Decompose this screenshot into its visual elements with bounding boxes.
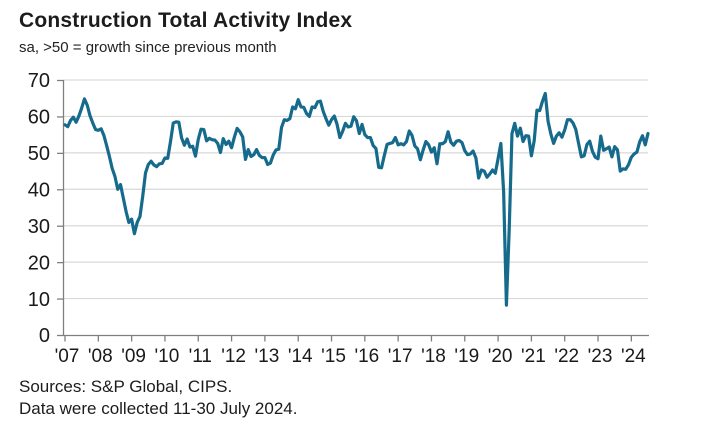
collection-note: Data were collected 11-30 July 2024. — [19, 399, 298, 418]
x-tick-label: '16 — [354, 346, 379, 367]
activity-line — [63, 91, 650, 307]
x-tick-label: '08 — [88, 346, 113, 367]
x-tick-label: '09 — [121, 346, 146, 367]
sources-text: Sources: S&P Global, CIPS. — [19, 377, 233, 396]
chart-subtitle: sa, >50 = growth since previous month — [19, 39, 277, 56]
x-tick-label: '24 — [621, 346, 646, 367]
x-tick-label: '07 — [55, 346, 80, 367]
chart-title: Construction Total Activity Index — [19, 9, 353, 32]
y-tick-label: 20 — [28, 252, 50, 274]
x-tick-label: '18 — [421, 346, 446, 367]
x-tick-label: '23 — [588, 346, 613, 367]
x-tick-label: '12 — [221, 346, 246, 367]
y-tick-label: 60 — [28, 107, 50, 129]
y-tick-label: 40 — [28, 179, 50, 201]
y-tick-label: 0 — [39, 325, 50, 347]
x-tick-label: '21 — [521, 346, 546, 367]
x-tick-label: '13 — [255, 346, 280, 367]
x-tick-label: '17 — [388, 346, 413, 367]
y-tick-label: 30 — [28, 216, 50, 238]
y-tick-label: 70 — [28, 70, 50, 92]
y-tick-label: 10 — [28, 289, 50, 311]
x-tick-label: '15 — [321, 346, 346, 367]
x-tick-label: '10 — [155, 346, 180, 367]
x-tick-label: '11 — [189, 346, 212, 367]
x-tick-label: '19 — [454, 346, 479, 367]
x-tick-label: '20 — [488, 346, 513, 367]
y-tick-label: 50 — [28, 143, 50, 165]
x-tick-label: '14 — [288, 346, 313, 367]
x-tick-label: '22 — [554, 346, 579, 367]
